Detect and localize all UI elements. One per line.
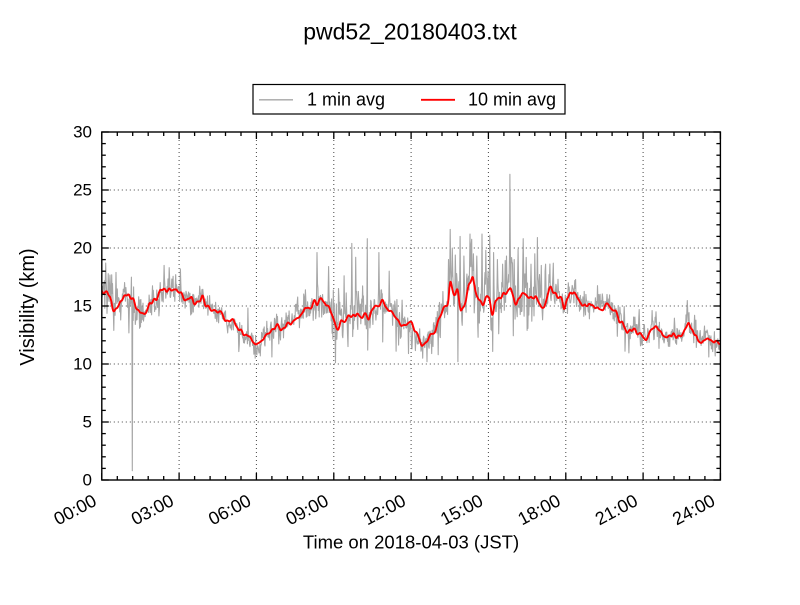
svg-text:10: 10 — [73, 355, 92, 374]
svg-text:30: 30 — [73, 123, 92, 142]
svg-text:Visibility (km): Visibility (km) — [17, 248, 39, 365]
svg-text:10 min avg: 10 min avg — [468, 90, 556, 110]
svg-text:1 min avg: 1 min avg — [307, 90, 385, 110]
svg-text:Time on 2018-04-03 (JST): Time on 2018-04-03 (JST) — [303, 532, 519, 553]
svg-text:25: 25 — [73, 181, 92, 200]
svg-text:15: 15 — [73, 297, 92, 316]
svg-text:pwd52_20180403.txt: pwd52_20180403.txt — [303, 19, 517, 45]
svg-text:5: 5 — [83, 413, 92, 432]
svg-text:20: 20 — [73, 239, 92, 258]
svg-text:0: 0 — [83, 471, 92, 490]
